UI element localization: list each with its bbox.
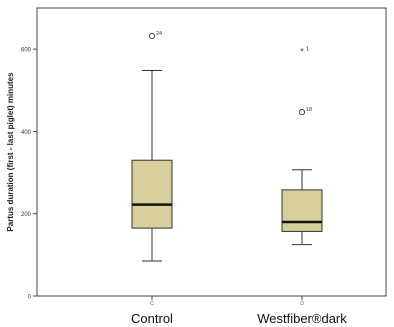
outlier-circle — [298, 109, 306, 116]
y-tick-label: 600 — [21, 48, 32, 54]
category-label: Westfiber®dark — [257, 311, 347, 326]
y-tick-label: 0 — [28, 295, 32, 301]
y-tick-label: 400 — [21, 130, 32, 136]
outlier-star: * — [300, 47, 304, 57]
box-iqr — [281, 189, 323, 232]
category-label: Control — [131, 311, 173, 326]
box-group: * 1 18 — [281, 47, 323, 246]
y-ticks: 0 200 400 600 — [21, 48, 37, 301]
outlier-label: 1 — [306, 47, 309, 53]
plot-frame — [36, 7, 387, 297]
y-axis-label: Partus duration (first - last piglet) mi… — [6, 72, 15, 232]
box-iqr — [131, 159, 173, 229]
category-code: C — [150, 301, 154, 307]
box-group: 24 — [131, 31, 173, 262]
boxes: 24 * 1 18 — [131, 31, 323, 262]
labels: Partus duration (first - last piglet) mi… — [6, 72, 347, 326]
outlier-circle — [148, 32, 156, 40]
axes — [36, 7, 387, 300]
outlier-label: 18 — [306, 107, 312, 113]
y-tick-label: 200 — [21, 212, 32, 218]
outlier-label: 24 — [156, 31, 162, 37]
category-code: D — [300, 301, 304, 307]
